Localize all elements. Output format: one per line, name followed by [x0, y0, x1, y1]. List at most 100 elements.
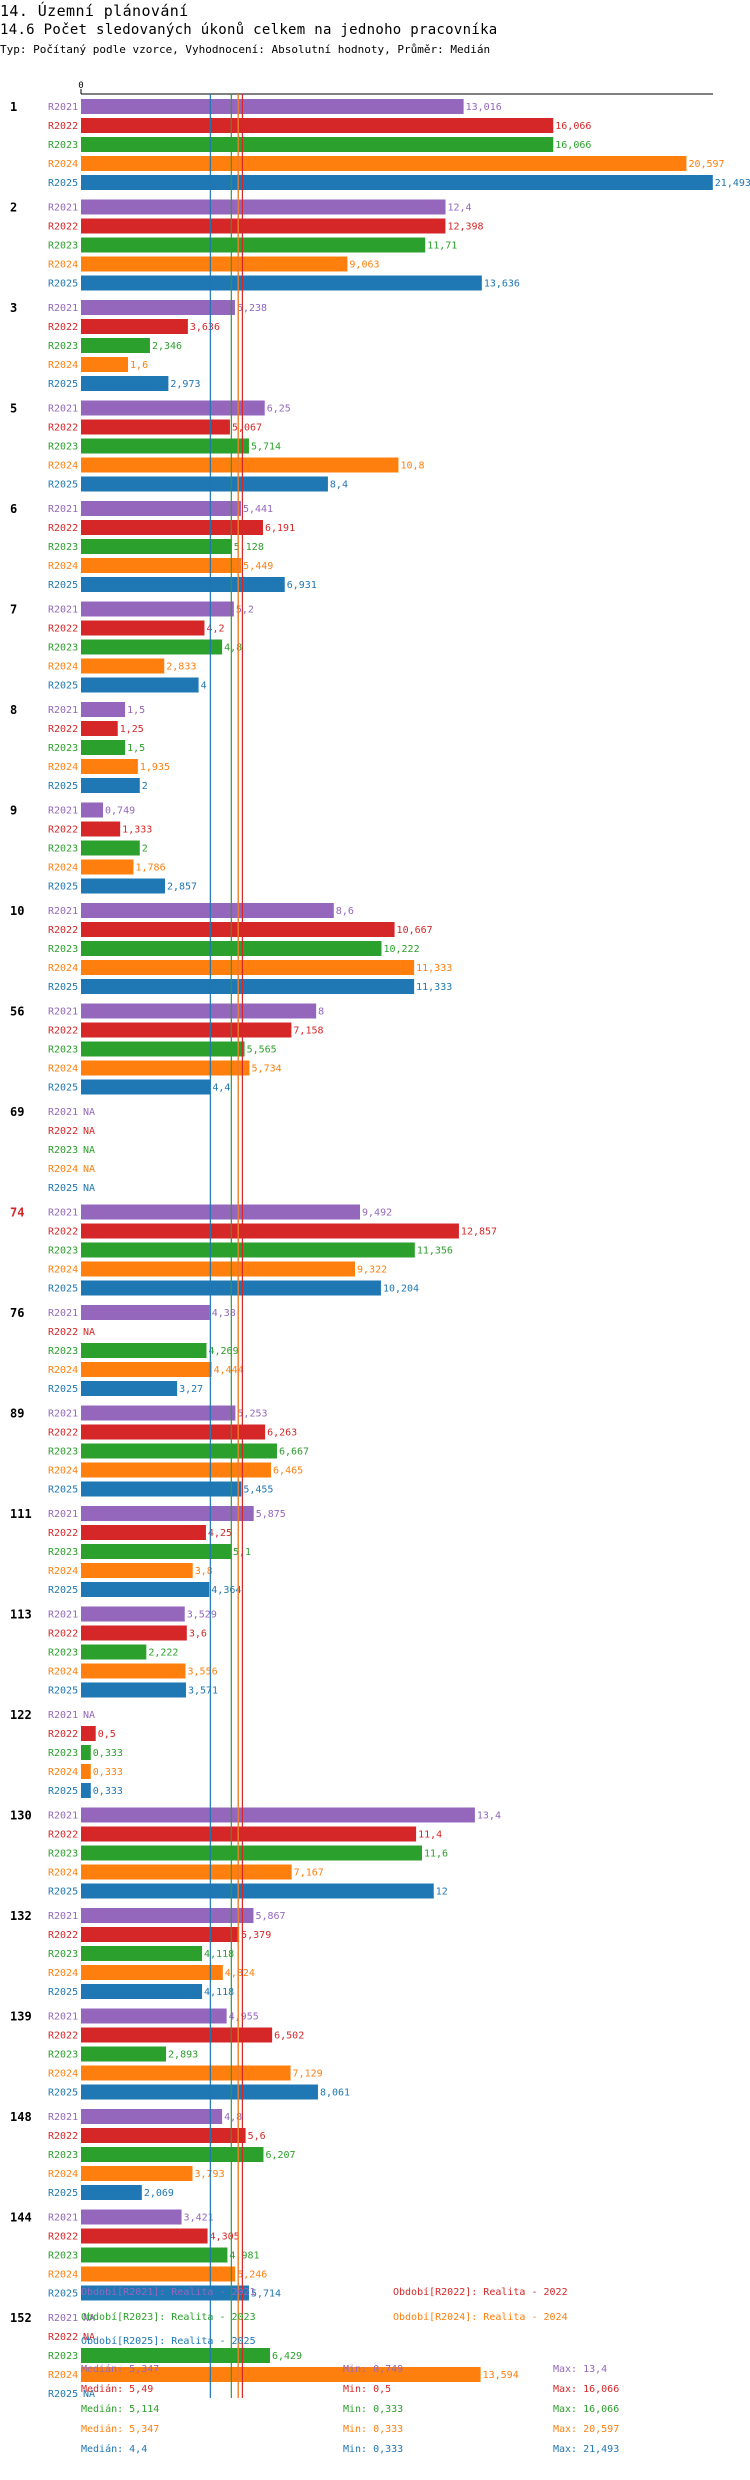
bar — [81, 1079, 211, 1095]
data-label: 3,636 — [190, 322, 220, 333]
data-label: NA — [83, 2313, 95, 2324]
series-label: R2022 — [48, 1629, 78, 1640]
series-label: R2021 — [48, 504, 78, 515]
bar — [81, 2008, 227, 2024]
data-label: 5,714 — [251, 2289, 281, 2300]
group-label: 69 — [10, 1105, 24, 1119]
bar — [81, 1204, 361, 1220]
data-label: 3,793 — [194, 2169, 224, 2180]
data-label: 13,4 — [477, 1811, 501, 1822]
series-label: R2025 — [48, 781, 78, 792]
data-label: 6,502 — [274, 2031, 304, 2042]
data-label: 4,824 — [225, 1968, 255, 1979]
data-label: 4,364 — [211, 1585, 241, 1596]
bar — [81, 1405, 236, 1421]
series-label: R2025 — [48, 1083, 78, 1094]
bar — [81, 960, 415, 975]
data-label: 10,8 — [400, 461, 424, 472]
series-label: R2025 — [48, 2088, 78, 2099]
series-label: R2022 — [48, 1227, 78, 1238]
legend-entry: Období[R2021]: Realita - 2021 — [81, 2286, 256, 2298]
bar — [81, 802, 104, 818]
group-label: 56 — [10, 1005, 24, 1019]
data-label: 1,5 — [127, 705, 145, 716]
data-label: 3,27 — [179, 1384, 203, 1395]
series-label: R2021 — [48, 1409, 78, 1420]
data-label: 4,118 — [204, 1987, 234, 1998]
data-label: 11,6 — [424, 1849, 448, 1860]
group-label: 144 — [10, 2211, 32, 2225]
series-label: R2021 — [48, 906, 78, 917]
bar — [81, 1544, 231, 1559]
series-label: R2022 — [48, 2232, 78, 2243]
bar — [81, 1807, 475, 1823]
data-label: 10,667 — [397, 925, 433, 936]
data-label: 6,667 — [279, 1447, 309, 1458]
series-label: R2023 — [48, 643, 78, 654]
data-label: 11,356 — [417, 1246, 453, 1257]
bar — [81, 1022, 292, 1038]
series-label: R2025 — [48, 1887, 78, 1898]
series-label: R2022 — [48, 322, 78, 333]
series-label: R2025 — [48, 882, 78, 893]
data-label: 2,833 — [166, 662, 196, 673]
group-label: 9 — [10, 804, 17, 818]
stat-min: Min: 0,5 — [343, 2384, 391, 2395]
bar — [81, 99, 464, 114]
series-label: R2022 — [48, 925, 78, 936]
data-label: NA — [83, 1126, 95, 1137]
stat-min: Min: 0,333 — [343, 2444, 403, 2455]
legend-entry: Období[R2022]: Realita - 2022 — [393, 2286, 568, 2298]
series-label: R2025 — [48, 580, 78, 591]
group-label: 148 — [10, 2110, 32, 2124]
group-label: 113 — [10, 1608, 32, 1622]
bar — [81, 1381, 178, 1396]
series-label: R2024 — [48, 2370, 78, 2381]
series-label: R2022 — [48, 1830, 78, 1841]
bar — [81, 601, 234, 617]
bar — [81, 2109, 223, 2124]
series-label: R2024 — [48, 1265, 78, 1276]
bar — [81, 840, 140, 856]
series-label: R2021 — [48, 2112, 78, 2123]
bar — [81, 2348, 270, 2363]
group-label: 111 — [10, 1507, 32, 1521]
data-label: 5,565 — [247, 1045, 277, 1056]
bar — [81, 2084, 318, 2100]
bar — [81, 979, 415, 994]
series-label: R2022 — [48, 2031, 78, 2042]
data-label: 2,857 — [167, 882, 197, 893]
data-label: NA — [83, 2389, 95, 2400]
series-label: R2022 — [48, 1528, 78, 1539]
series-label: R2023 — [48, 341, 78, 352]
data-label: 20,597 — [688, 159, 724, 170]
bar — [81, 2228, 208, 2244]
series-label: R2024 — [48, 1566, 78, 1577]
bar — [81, 702, 126, 717]
data-label: NA — [83, 1183, 95, 1194]
bar — [81, 275, 482, 291]
data-label: NA — [83, 1164, 95, 1175]
data-label: 5,441 — [243, 504, 273, 515]
bar — [81, 1525, 206, 1540]
series-label: R2025 — [48, 480, 78, 491]
series-label: R2021 — [48, 1007, 78, 1018]
bar — [81, 1481, 242, 1497]
series-label: R2025 — [48, 1284, 78, 1295]
data-label: 5,379 — [241, 1930, 271, 1941]
bar — [81, 476, 328, 492]
series-label: R2025 — [48, 1686, 78, 1697]
data-label: 5,875 — [256, 1509, 286, 1520]
series-label: R2023 — [48, 1346, 78, 1357]
bar — [81, 1783, 91, 1798]
bar — [81, 1041, 245, 1057]
series-label: R2021 — [48, 1610, 78, 1621]
series-label: R2022 — [48, 1930, 78, 1941]
series-label: R2023 — [48, 1748, 78, 1759]
series-label: R2024 — [48, 1064, 78, 1075]
stat-max: Max: 20,597 — [553, 2424, 619, 2435]
data-label: 13,594 — [483, 2370, 519, 2381]
data-label: 6,207 — [265, 2150, 295, 2161]
data-label: 4 — [201, 681, 207, 692]
bar — [81, 903, 334, 918]
